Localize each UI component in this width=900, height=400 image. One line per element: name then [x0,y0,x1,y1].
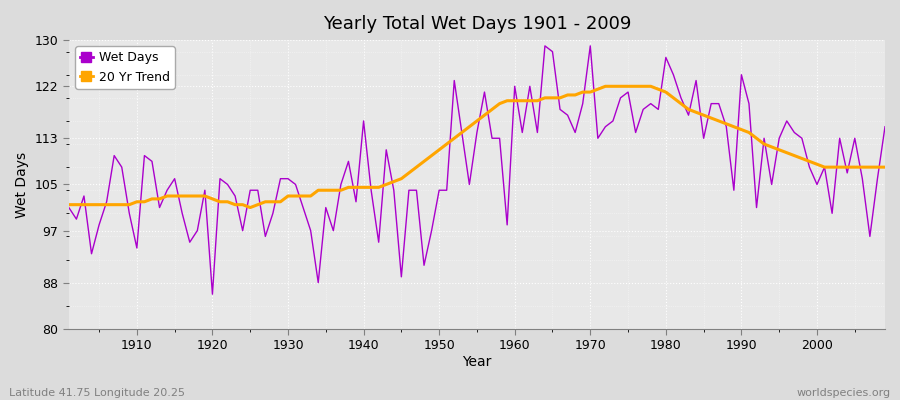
Wet Days [207,292,218,296]
Wet Days [124,211,135,216]
20 Yr Trend [298,194,309,198]
X-axis label: Year: Year [463,355,491,369]
Line: Wet Days: Wet Days [68,46,885,294]
20 Yr Trend [343,185,354,190]
Wet Days [298,205,309,210]
20 Yr Trend [600,84,611,89]
20 Yr Trend [509,98,520,103]
20 Yr Trend [63,202,74,207]
Text: worldspecies.org: worldspecies.org [796,388,891,398]
Wet Days [879,124,890,129]
Text: Latitude 41.75 Longitude 20.25: Latitude 41.75 Longitude 20.25 [9,388,185,398]
20 Yr Trend [124,202,135,207]
Title: Yearly Total Wet Days 1901 - 2009: Yearly Total Wet Days 1901 - 2009 [323,15,631,33]
Wet Days [509,84,520,89]
Legend: Wet Days, 20 Yr Trend: Wet Days, 20 Yr Trend [75,46,175,89]
20 Yr Trend [615,84,626,89]
Wet Days [343,159,354,164]
20 Yr Trend [517,98,527,103]
Wet Days [517,130,527,135]
Wet Days [615,96,626,100]
Line: 20 Yr Trend: 20 Yr Trend [68,86,885,208]
Wet Days [63,205,74,210]
20 Yr Trend [879,165,890,170]
Wet Days [539,44,550,48]
20 Yr Trend [245,205,256,210]
Y-axis label: Wet Days: Wet Days [15,151,29,218]
